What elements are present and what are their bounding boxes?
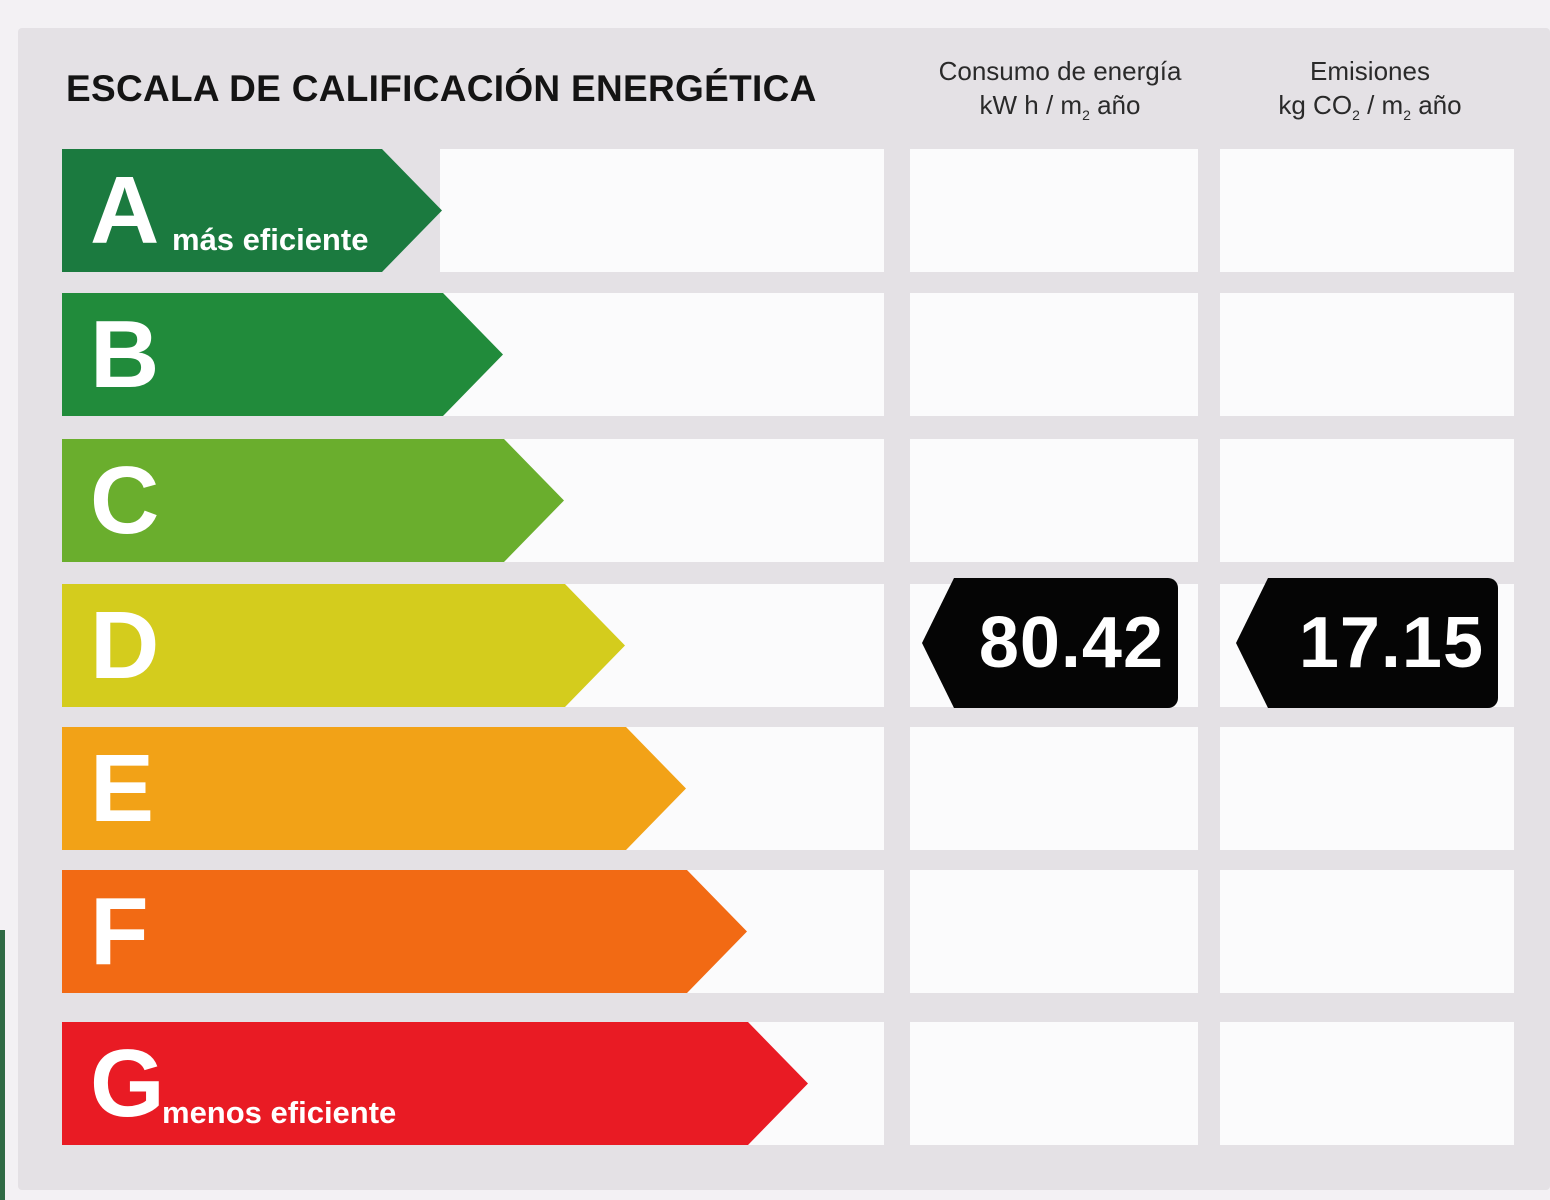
band-letter: A xyxy=(90,156,160,264)
energy-cell-c xyxy=(910,439,1198,562)
emissions-cell-f xyxy=(1220,870,1514,993)
emissions-cell-e xyxy=(1220,727,1514,850)
emissions-rating-marker: 17.15 xyxy=(1236,578,1498,708)
column-unit-emissions: kg CO2 / m2 año xyxy=(1278,90,1462,124)
band-caption: más eficiente xyxy=(172,222,369,257)
emissions-cell-c xyxy=(1220,439,1514,562)
band-c: C xyxy=(62,439,564,562)
band-b: B xyxy=(62,293,503,416)
energy-rating-marker: 80.42 xyxy=(922,578,1178,708)
energy-cell-f xyxy=(910,870,1198,993)
edge-strip xyxy=(0,930,5,1200)
emissions-cell-a xyxy=(1220,149,1514,272)
band-letter: E xyxy=(90,734,155,842)
column-header-energy: Consumo de energía kW h / m2 año xyxy=(905,54,1215,132)
band-letter: C xyxy=(90,446,160,554)
band-f: F xyxy=(62,870,747,993)
band-letter: B xyxy=(90,300,160,408)
band-d: D xyxy=(62,584,625,707)
band-letter: G xyxy=(90,1029,165,1137)
emissions-rating-value: 17.15 xyxy=(1298,603,1484,683)
column-label-energy: Consumo de energía xyxy=(938,56,1182,86)
band-e: E xyxy=(62,727,686,850)
emissions-cell-g xyxy=(1220,1022,1514,1145)
column-header-emissions: Emisiones kg CO2 / m2 año xyxy=(1215,54,1525,132)
emissions-cell-b xyxy=(1220,293,1514,416)
energy-cell-g xyxy=(910,1022,1198,1145)
energy-rating-value: 80.42 xyxy=(978,603,1164,683)
band-caption: menos eficiente xyxy=(162,1095,397,1130)
band-letter: D xyxy=(90,591,160,699)
row-area-b xyxy=(440,293,884,416)
energy-cell-e xyxy=(910,727,1198,850)
column-unit-energy: kW h / m2 año xyxy=(979,90,1141,124)
row-area-a xyxy=(440,149,884,272)
band-letter: F xyxy=(90,877,149,985)
page-title: ESCALA DE CALIFICACIÓN ENERGÉTICA xyxy=(66,68,817,109)
column-label-emissions: Emisiones xyxy=(1310,56,1430,86)
energy-cell-a xyxy=(910,149,1198,272)
energy-cell-b xyxy=(910,293,1198,416)
